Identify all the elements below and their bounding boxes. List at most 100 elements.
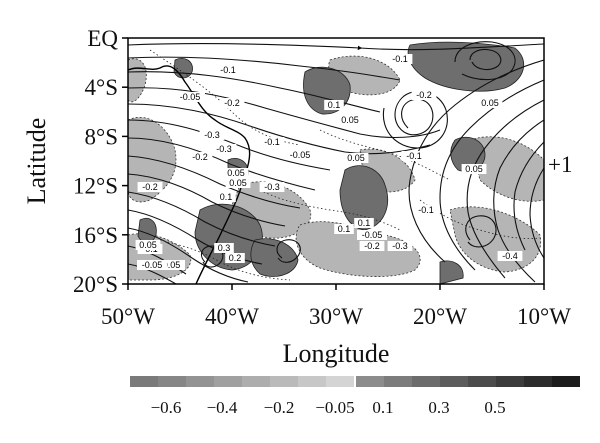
neg-region-east-mid <box>469 136 544 202</box>
y-tick-label: 4°S <box>85 75 119 100</box>
colorbar-cell-positive <box>384 376 412 387</box>
contour-label-bg <box>223 168 249 178</box>
streamline <box>128 87 441 139</box>
contour-label: -0.1 <box>392 54 408 64</box>
contour-label-bg <box>337 115 363 125</box>
contour-label: 0.05 <box>347 153 365 163</box>
colorbar-label-positive: 0.1 <box>372 398 393 417</box>
contour-label-bg <box>199 130 225 140</box>
streamline <box>439 79 544 271</box>
colorbar-cell-positive <box>552 376 580 387</box>
colorbar-label-negative: −0.05 <box>315 398 354 417</box>
contour-label-bg <box>259 182 285 192</box>
contour-label-bg <box>137 260 167 270</box>
contour-label-bg <box>285 150 315 160</box>
contour-label: -0.1 <box>220 65 236 75</box>
contour-label-bg <box>411 90 437 100</box>
streamlines <box>128 41 544 284</box>
contour-label-bg <box>387 54 413 64</box>
contour-label-bg <box>211 144 237 154</box>
colorbar-cell-positive <box>496 376 524 387</box>
y-axis-ticks: EQ 4°S 8°S 12°S 16°S 20°S <box>73 26 128 297</box>
contour-label-bg <box>477 98 503 108</box>
contour-label-bg <box>214 243 234 253</box>
contour-label-bg <box>387 241 413 251</box>
contour-label: 0.2 <box>229 253 242 263</box>
colorbar-label-negative: −0.4 <box>207 398 238 417</box>
neg-region-coast <box>128 58 147 103</box>
colorbar-cell-negative <box>242 376 270 387</box>
plot-area: -0.1-0.05-0.2 0.10.05-0.1-0.20.05-0.3-0.2… <box>127 37 545 285</box>
colorbar-cell-negative <box>270 376 298 387</box>
contour-label-bg <box>334 224 354 234</box>
colorbar-label-positive: 0.3 <box>428 398 449 417</box>
contour-label: -0.2 <box>416 90 432 100</box>
contour-label: -0.2 <box>142 182 158 192</box>
contour-label-bg <box>259 137 285 147</box>
contour-label-bg <box>359 241 385 251</box>
contour-label-bg <box>225 253 245 263</box>
eddy-streamline <box>469 48 502 71</box>
streamline <box>128 245 187 275</box>
contour-label: 0.05 <box>341 115 359 125</box>
contour-labels: -0.1-0.05-0.2 0.10.05-0.1-0.20.05-0.3-0.2… <box>135 54 523 270</box>
streamline <box>128 191 276 247</box>
streamline <box>128 137 316 191</box>
contour-label: -0.2 <box>224 98 240 108</box>
colorbar-cell-negative <box>186 376 214 387</box>
colorbar-cell-positive <box>412 376 440 387</box>
contour-label-bg <box>187 152 213 162</box>
colorbar <box>130 376 580 387</box>
contour-label: 0.1 <box>358 218 371 228</box>
colorbar-label-negative: −0.2 <box>264 398 295 417</box>
contour-label-bg <box>216 192 236 202</box>
contour-label: -0.2 <box>364 241 380 251</box>
contour-label: -0.1 <box>418 205 434 215</box>
colorbar-cell-negative <box>158 376 186 387</box>
pos-region-south-mid <box>250 238 299 277</box>
contour-label: 0.1 <box>328 100 341 110</box>
contour-label-bg <box>137 182 163 192</box>
eddy-streamline <box>454 41 516 81</box>
contour-label: 0.05 <box>229 178 247 188</box>
contour-label-bg <box>401 151 427 161</box>
contour-label-bg <box>155 260 185 270</box>
contour-label-bg <box>413 205 439 215</box>
streamline <box>408 59 544 263</box>
contour-label: 0.05 <box>481 98 499 108</box>
y-tick-label: 8°S <box>85 124 119 149</box>
x-tick-label: 50°W <box>101 304 155 329</box>
contour-label-bg <box>135 240 161 250</box>
y-tick-label: EQ <box>87 26 118 51</box>
y-tick-label: 20°S <box>73 272 118 297</box>
streamline <box>128 263 177 284</box>
streamline <box>128 173 286 227</box>
contour-label: -0.3 <box>216 144 232 154</box>
contour-label-bg <box>324 100 344 110</box>
contour-label: -0.1 <box>264 137 280 147</box>
contour-label: -0.2 <box>192 152 208 162</box>
contour-label-bg <box>215 65 241 75</box>
eddy-streamline <box>465 215 497 248</box>
contour-label-bg <box>497 251 523 261</box>
y-axis-title: Latitude <box>22 118 51 205</box>
contour-label: -0.05 <box>180 92 201 102</box>
contour-label: -0.3 <box>392 241 408 251</box>
contour-label-bg <box>354 218 374 228</box>
y-tick-label: 16°S <box>73 223 118 248</box>
streamline <box>128 56 401 81</box>
contour-label-bg <box>219 98 245 108</box>
x-tick-label: 40°W <box>205 304 259 329</box>
contour-label: 0.05 <box>465 164 483 174</box>
pos-region-small-west <box>137 218 157 244</box>
x-axis-ticks: 50°W 40°W 30°W 20°W 10°W <box>101 284 571 329</box>
x-axis-title: Longitude <box>283 339 390 368</box>
x-tick-label: 20°W <box>413 304 467 329</box>
contour-label: 0.1 <box>220 192 233 202</box>
side-label: +1 <box>548 152 572 177</box>
eddy-streamline <box>276 239 301 263</box>
contour-label: -0.3 <box>264 182 280 192</box>
contour-label: -0.05 <box>160 260 181 270</box>
contour-label: -0.05 <box>142 260 163 270</box>
